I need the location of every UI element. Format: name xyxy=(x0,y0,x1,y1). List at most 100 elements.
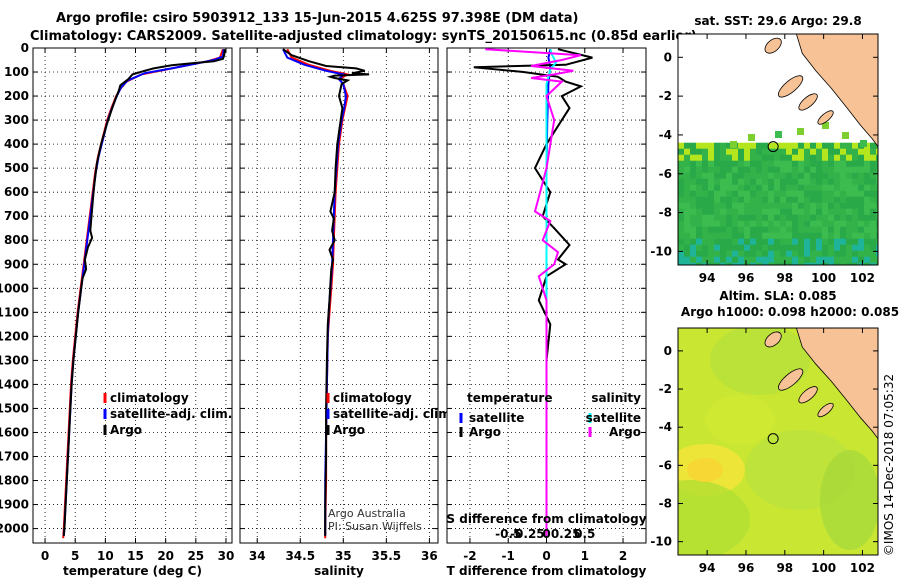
sst-map-cell xyxy=(870,232,877,240)
sst-map-cell xyxy=(804,214,811,222)
sst-map-cell xyxy=(816,214,823,222)
sst-map-cell xyxy=(834,190,841,198)
sst-map-cell xyxy=(732,256,739,264)
sst-map-cell xyxy=(714,196,721,204)
sst-map-cell xyxy=(726,190,733,198)
temperature-profile-series-argo xyxy=(62,49,226,536)
sst-map-cell xyxy=(798,148,805,156)
sst-map-cell xyxy=(822,226,829,234)
sst-map-cell xyxy=(840,142,847,150)
sst-map-cell xyxy=(852,226,859,234)
sst-map-cell xyxy=(786,232,793,240)
temperature-profile-ytick-label: 800 xyxy=(4,233,29,247)
sst-map-cell xyxy=(846,250,853,258)
sst-map-cell xyxy=(762,172,769,180)
sst-map-cell xyxy=(846,184,853,192)
sst-map-cell xyxy=(756,166,763,174)
sst-map-cell xyxy=(864,184,871,192)
sst-map-land-island xyxy=(817,110,834,125)
difference-profile-xtick-label: 2 xyxy=(619,549,627,563)
sst-map-cell xyxy=(834,148,841,156)
sst-map-cell xyxy=(678,256,685,264)
sst-map-cell xyxy=(804,178,811,186)
sst-map-cell xyxy=(708,262,715,265)
sst-map-cell xyxy=(864,256,871,264)
sst-map-cell xyxy=(732,154,739,162)
sst-map-cell xyxy=(846,232,853,240)
sst-map-cell xyxy=(840,196,847,204)
sst-map-cell xyxy=(816,250,823,258)
salinity-profile-xtick-label: 34.5 xyxy=(285,549,315,563)
sst-map-cell xyxy=(798,232,805,240)
sst-map-cell xyxy=(720,142,727,150)
sst-map-cell xyxy=(870,262,877,265)
credit-text: ©IMOS 14-Dec-2018 07:05:32 xyxy=(882,374,896,556)
sst-map-cell xyxy=(708,226,715,234)
sst-map-cell xyxy=(804,148,811,156)
temperature-profile-ytick-label: 500 xyxy=(4,161,29,175)
sst-map-cell xyxy=(768,244,775,252)
sst-map-cell xyxy=(864,214,871,222)
sla-map-title: Altim. SLA: 0.085 xyxy=(719,289,836,303)
sst-map-cell xyxy=(870,190,877,198)
sst-map-cell xyxy=(798,190,805,198)
sst-map-cell xyxy=(870,202,877,210)
sst-map-cell xyxy=(786,244,793,252)
sst-map-cell xyxy=(738,184,745,192)
sst-map-cell xyxy=(852,172,859,180)
sst-map-ytick-label: -8 xyxy=(659,206,672,220)
sst-map-cell xyxy=(842,132,849,139)
sst-map-cell xyxy=(864,166,871,174)
sst-map-cell xyxy=(834,142,841,150)
sst-map-cell xyxy=(786,262,793,265)
sst-map-cell xyxy=(858,190,865,198)
sst-map-cell xyxy=(810,166,817,174)
sst-map-cell xyxy=(810,244,817,252)
sst-map-cell xyxy=(744,256,751,264)
sst-map-cell xyxy=(876,220,878,228)
sst-map-cell xyxy=(750,148,757,156)
sst-map-cell xyxy=(690,250,697,258)
sst-map-cell xyxy=(798,214,805,222)
sst-map-cell xyxy=(786,226,793,234)
sst-map-cell xyxy=(714,244,721,252)
sst-map-cell xyxy=(840,172,847,180)
sst-map-cell xyxy=(714,208,721,216)
sst-map-cell xyxy=(876,178,878,186)
sst-map-cell xyxy=(708,208,715,216)
sst-map-cell xyxy=(798,256,805,264)
sla-map-ytick-label: 0 xyxy=(664,344,672,358)
sst-map-cell xyxy=(870,244,877,252)
sst-map-cell xyxy=(864,190,871,198)
sst-map-cell xyxy=(726,250,733,258)
sst-map-cell xyxy=(828,166,835,174)
sst-map-cell xyxy=(732,214,739,222)
sst-map-cell xyxy=(780,226,787,234)
sst-map-cell xyxy=(696,142,703,150)
sst-map-cell xyxy=(816,220,823,228)
sst-map-cell xyxy=(804,154,811,162)
sst-map-cell xyxy=(732,232,739,240)
sst-map-cell xyxy=(732,184,739,192)
sst-map-cell xyxy=(726,178,733,186)
temperature-profile-ytick-label: 300 xyxy=(4,113,29,127)
sst-map-cell xyxy=(678,214,685,222)
sst-map-cell xyxy=(804,238,811,246)
sst-map-cell xyxy=(852,154,859,162)
sst-map-cell xyxy=(858,214,865,222)
sst-map-cell xyxy=(780,196,787,204)
sst-map-cell xyxy=(756,226,763,234)
sst-map-cell xyxy=(816,154,823,162)
sst-map-cell xyxy=(738,166,745,174)
sst-map-cell xyxy=(798,202,805,210)
sst-map-cell xyxy=(738,256,745,264)
sst-map-cell xyxy=(822,244,829,252)
sst-map-cell xyxy=(786,208,793,216)
difference-profile-xlabel: T difference from climatology xyxy=(447,564,647,578)
sst-map-cell xyxy=(696,196,703,204)
sst-map-cell xyxy=(804,184,811,192)
sst-map-cell xyxy=(696,250,703,258)
sst-map-cell xyxy=(732,160,739,168)
sst-map-cell xyxy=(840,226,847,234)
sst-map-cell xyxy=(870,238,877,246)
